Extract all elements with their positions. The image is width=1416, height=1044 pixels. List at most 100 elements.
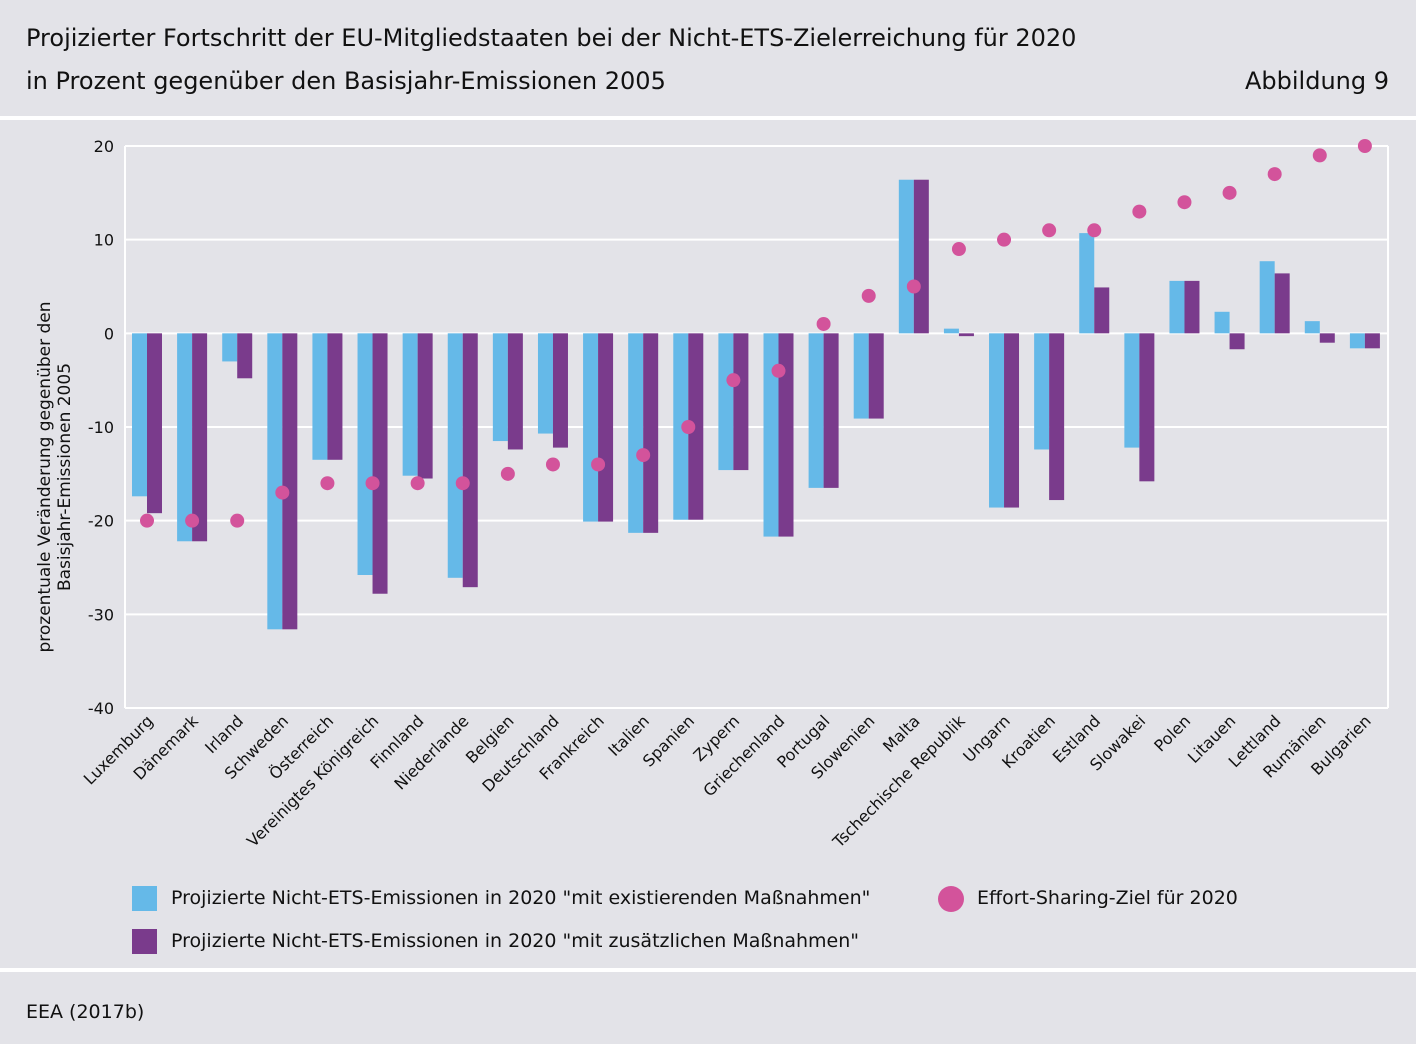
bar-additional bbox=[282, 333, 298, 630]
bar-additional bbox=[778, 333, 794, 537]
legend-dot-target bbox=[938, 886, 964, 912]
bar-additional bbox=[237, 333, 253, 379]
bar-additional bbox=[1094, 287, 1110, 334]
bar-existing bbox=[447, 333, 463, 578]
target-point bbox=[997, 232, 1012, 247]
bar-existing bbox=[267, 333, 283, 630]
bar-additional bbox=[1049, 333, 1065, 501]
bar-existing bbox=[1169, 280, 1185, 334]
source-note: EEA (2017b) bbox=[26, 1001, 145, 1023]
bar-additional bbox=[327, 333, 343, 460]
bar-existing bbox=[402, 333, 418, 476]
legend-label-existing: Projizierte Nicht-ETS-Emissionen in 2020… bbox=[171, 887, 871, 909]
target-point bbox=[275, 485, 290, 500]
bar-existing bbox=[853, 333, 869, 419]
bar-existing bbox=[989, 333, 1005, 508]
bar-additional bbox=[958, 333, 974, 337]
bar-additional bbox=[1139, 333, 1155, 482]
target-point bbox=[771, 363, 786, 378]
target-point bbox=[951, 242, 966, 257]
figure-label: Abbildung 9 bbox=[1244, 67, 1389, 95]
target-point bbox=[681, 420, 696, 434]
target-point bbox=[861, 288, 876, 303]
bar-existing bbox=[673, 333, 689, 520]
target-point bbox=[591, 457, 606, 472]
target-point bbox=[636, 448, 651, 463]
bar-existing bbox=[583, 333, 599, 522]
bar-additional bbox=[417, 333, 433, 479]
bar-additional bbox=[868, 333, 884, 419]
bar-additional bbox=[823, 333, 839, 488]
bar-additional bbox=[1184, 280, 1200, 334]
bar-existing bbox=[132, 333, 147, 497]
y-tick-label: 10 bbox=[94, 231, 114, 250]
bar-chart: 20 10 0 -10 -20 -30 -40 prozentuale Veränderung… bbox=[35, 137, 1389, 850]
bar-existing bbox=[492, 333, 508, 442]
y-axis-label-line: prozentuale Veränderung gegenüber den bbox=[35, 301, 55, 652]
bar-additional bbox=[552, 333, 568, 448]
bar-existing bbox=[808, 333, 824, 488]
bar-additional bbox=[913, 179, 929, 334]
bar-existing bbox=[1259, 261, 1275, 334]
target-point bbox=[1132, 204, 1147, 219]
legend-swatch-additional bbox=[132, 929, 157, 954]
target-point bbox=[230, 513, 245, 528]
y-tick-label: 20 bbox=[94, 137, 114, 156]
target-point bbox=[365, 476, 380, 491]
bar-existing bbox=[628, 333, 644, 533]
bar-additional bbox=[192, 333, 208, 542]
bar-existing bbox=[222, 333, 238, 362]
target-point bbox=[1357, 139, 1372, 153]
target-point bbox=[816, 316, 831, 331]
y-tick-label: -20 bbox=[88, 512, 114, 531]
target-point bbox=[140, 513, 154, 528]
target-point bbox=[320, 476, 335, 491]
bar-existing bbox=[898, 179, 914, 334]
bar-existing bbox=[177, 333, 193, 542]
divider-top bbox=[0, 116, 1416, 120]
bar-additional bbox=[147, 333, 162, 514]
chart-title: Projizierter Fortschritt der EU-Mitglied… bbox=[26, 24, 1077, 52]
target-point bbox=[726, 373, 741, 388]
target-point bbox=[906, 279, 921, 294]
bar-existing bbox=[1349, 333, 1365, 349]
legend-label-target: Effort-Sharing-Ziel für 2020 bbox=[977, 887, 1238, 909]
target-point bbox=[410, 476, 425, 491]
bar-additional bbox=[733, 333, 749, 471]
bar-additional bbox=[1319, 333, 1335, 343]
target-point bbox=[545, 457, 560, 472]
y-axis-label-line: Basisjahr-Emissionen 2005 bbox=[55, 363, 75, 591]
bar-additional bbox=[1229, 333, 1245, 350]
target-point bbox=[1222, 185, 1237, 200]
y-axis-label: prozentuale Veränderung gegenüber denBas… bbox=[35, 301, 75, 652]
target-point bbox=[1042, 223, 1057, 238]
target-point bbox=[1087, 223, 1102, 238]
bar-existing bbox=[312, 333, 328, 460]
target-point bbox=[1267, 167, 1282, 182]
bar-additional bbox=[1364, 333, 1380, 349]
target-point bbox=[1312, 148, 1327, 163]
bar-additional bbox=[643, 333, 659, 533]
bar-existing bbox=[1124, 333, 1140, 448]
bar-additional bbox=[598, 333, 614, 522]
target-point bbox=[500, 466, 515, 481]
bar-existing bbox=[1304, 321, 1320, 334]
bar-additional bbox=[1274, 273, 1290, 334]
divider-bottom bbox=[0, 968, 1416, 972]
target-point bbox=[455, 476, 470, 491]
bar-existing bbox=[943, 328, 959, 334]
y-tick-label: -30 bbox=[88, 605, 114, 624]
bar-additional bbox=[688, 333, 704, 520]
bar-additional bbox=[462, 333, 478, 588]
target-point bbox=[185, 513, 200, 528]
bar-existing bbox=[1079, 233, 1095, 334]
legend-swatch-existing bbox=[132, 886, 157, 911]
bar-additional bbox=[372, 333, 388, 594]
chart-subtitle: in Prozent gegenüber den Basisjahr-Emiss… bbox=[26, 67, 666, 95]
bar-additional bbox=[1004, 333, 1020, 508]
bar-additional bbox=[507, 333, 523, 450]
bar-existing bbox=[1034, 333, 1050, 450]
y-tick-label: 0 bbox=[104, 324, 114, 343]
target-point bbox=[1177, 195, 1192, 210]
bar-existing bbox=[718, 333, 734, 471]
